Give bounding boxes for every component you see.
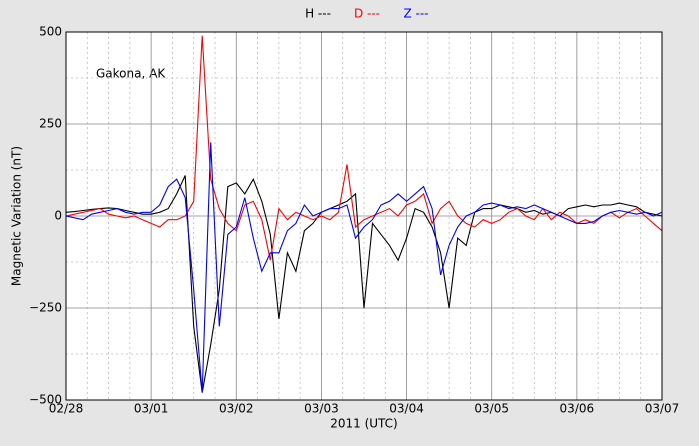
x-tick-label: 03/06: [560, 402, 595, 416]
annotation: Gakona, AK: [96, 67, 166, 81]
x-tick-label: 02/28: [49, 402, 84, 416]
x-tick-label: 03/03: [304, 402, 339, 416]
x-tick-label: 03/01: [134, 402, 169, 416]
x-tick-label: 03/07: [645, 402, 680, 416]
legend-entry: H ---: [305, 7, 331, 21]
y-axis-label: Magnetic Variation (nT): [10, 146, 24, 286]
series-line: [65, 142, 663, 393]
x-tick-label: 03/04: [389, 402, 424, 416]
y-tick-label: 0: [54, 209, 62, 223]
series-line: [65, 35, 663, 261]
y-tick-label: −250: [29, 301, 62, 315]
y-tick-label: −500: [29, 393, 62, 407]
legend-entry: Z ---: [403, 7, 428, 21]
y-tick-label: 250: [39, 117, 62, 131]
x-tick-label: 03/02: [219, 402, 254, 416]
x-tick-label: 03/05: [474, 402, 509, 416]
x-axis-label: 2011 (UTC): [330, 417, 398, 431]
y-tick-label: 500: [39, 25, 62, 39]
plot-frame: [65, 31, 663, 401]
legend-entry: D ---: [354, 7, 380, 21]
